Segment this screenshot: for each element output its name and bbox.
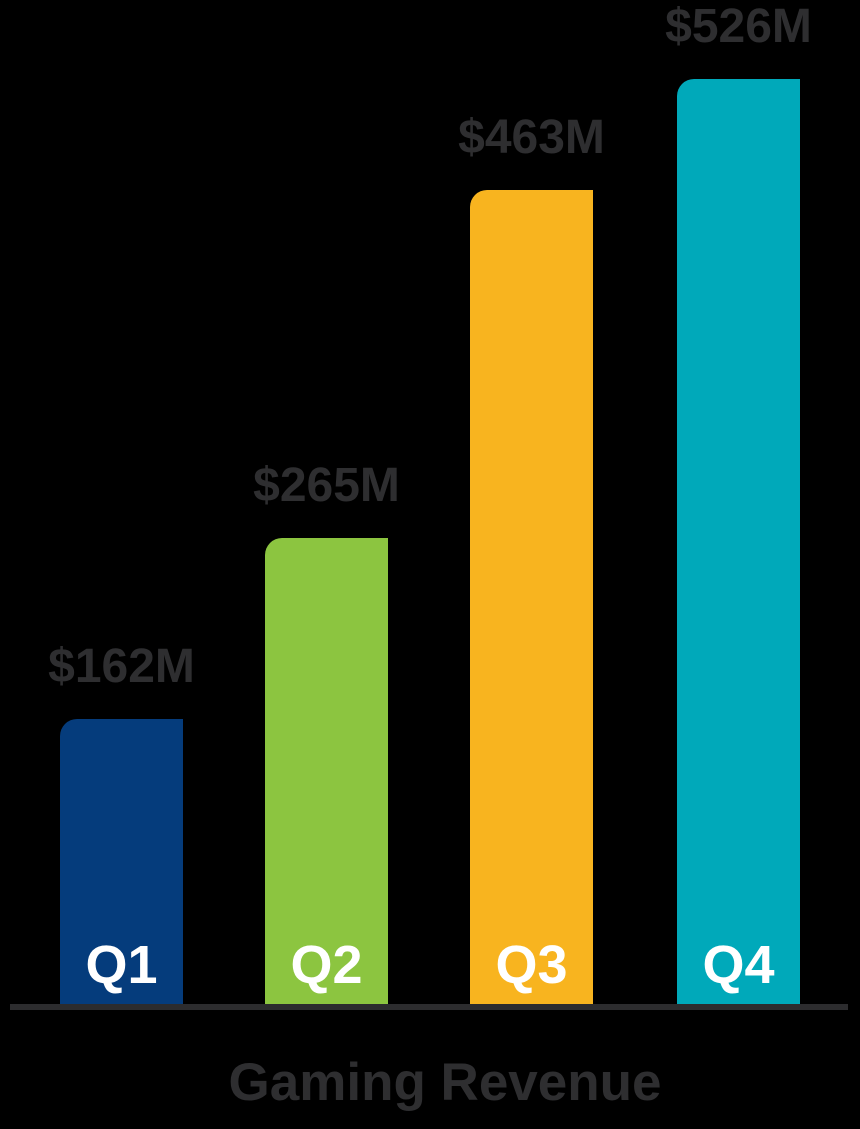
value-label-q3: $463M [458, 111, 605, 164]
value-label-q2: $265M [253, 459, 400, 512]
category-label-q1: Q1 [85, 935, 158, 995]
bar-q2: Q2 [265, 538, 388, 1004]
chart-title: Gaming Revenue [228, 1053, 662, 1112]
category-label-q4: Q4 [702, 935, 775, 995]
x-axis-line [10, 1004, 848, 1010]
category-label-q3: Q3 [495, 935, 568, 995]
category-label-q2: Q2 [290, 935, 363, 995]
value-label-q4: $526M [665, 0, 812, 53]
bar-q3: Q3 [470, 190, 593, 1004]
value-label-q1: $162M [48, 640, 195, 693]
bar-q4: Q4 [677, 79, 800, 1004]
bar-q1: Q1 [60, 719, 183, 1004]
